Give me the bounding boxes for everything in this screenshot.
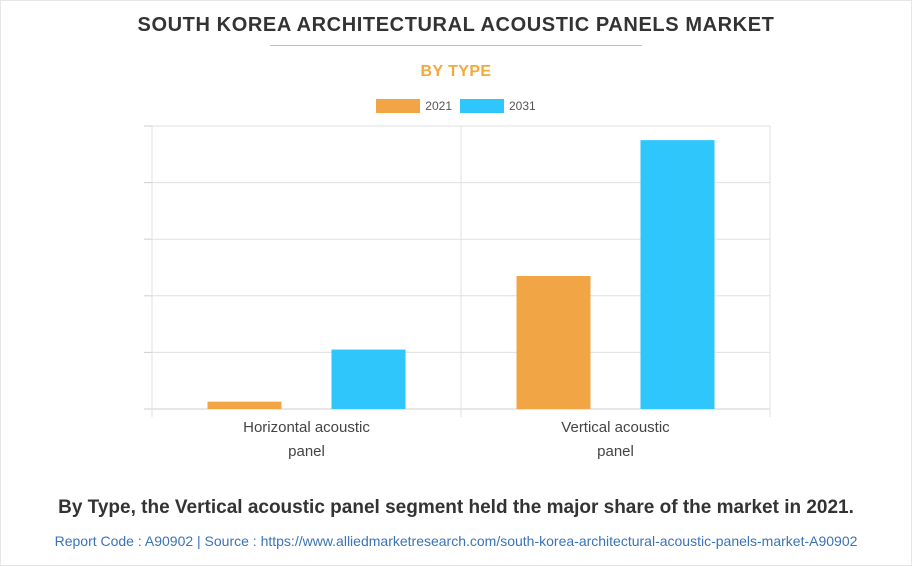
summary-text: By Type, the Vertical acoustic panel seg… [58, 497, 854, 518]
chart-subtitle: BY TYPE [420, 63, 492, 80]
legend: 2021 2031 [0, 99, 912, 113]
legend-label-2031: 2031 [509, 99, 536, 113]
legend-item-2021[interactable]: 2021 [376, 99, 452, 113]
bar-2031-vertical [640, 140, 715, 409]
bar-chart: Horizontal acoustic panel Vertical acousti… [144, 125, 771, 460]
x-tick-label: Horizontal acoustic [243, 419, 370, 436]
legend-item-2031[interactable]: 2031 [460, 99, 536, 113]
legend-swatch-2031 [460, 99, 504, 113]
bar-2031-horizontal [331, 349, 406, 409]
bar-2021-vertical [516, 275, 591, 409]
x-tick-label: panel [288, 443, 325, 460]
legend-label-2021: 2021 [425, 99, 452, 113]
x-tick-label: panel [597, 443, 634, 460]
source-link[interactable]: Report Code : A90902 | Source : https://… [54, 533, 858, 549]
bar-2021-horizontal [207, 401, 282, 409]
legend-swatch-2021 [376, 99, 421, 113]
chart-title: SOUTH KOREA ARCHITECTURAL ACOUSTIC PANEL… [137, 14, 775, 36]
title-divider [270, 45, 642, 46]
x-tick-label: Vertical acoustic [561, 419, 670, 436]
